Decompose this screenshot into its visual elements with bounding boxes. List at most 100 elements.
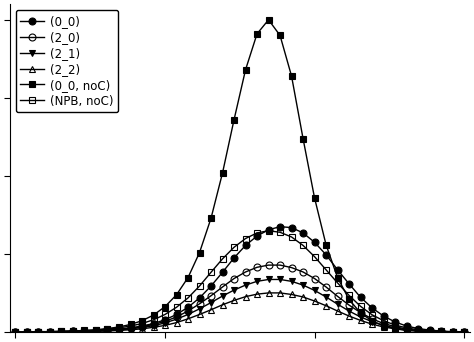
(NPB, noC): [70, 329, 76, 333]
(2_2): [197, 312, 202, 316]
(NPB, noC): [381, 319, 386, 323]
(2_2): [254, 292, 260, 296]
(2_0): [70, 329, 76, 333]
(0_0): [243, 244, 248, 248]
Line: (2_2): (2_2): [12, 289, 467, 336]
(2_0): [266, 263, 272, 267]
(0_0): [116, 327, 122, 331]
(2_0): [82, 329, 87, 333]
(NPB, noC): [358, 304, 364, 308]
(0_0): [346, 282, 352, 286]
(2_0): [358, 311, 364, 315]
(0_0, noC): [323, 243, 329, 247]
(2_2): [139, 327, 145, 331]
(2_1): [254, 279, 260, 284]
(2_1): [461, 330, 467, 334]
(NPB, noC): [93, 328, 99, 332]
(0_0): [139, 324, 145, 328]
(NPB, noC): [139, 321, 145, 326]
(0_0, noC): [116, 325, 122, 329]
(2_2): [358, 318, 364, 323]
(0_0, noC): [24, 330, 30, 334]
(0_0): [219, 270, 225, 274]
(2_1): [139, 326, 145, 330]
(0_0, noC): [151, 313, 156, 317]
(2_2): [346, 314, 352, 318]
(0_0, noC): [450, 330, 456, 334]
(2_1): [24, 330, 30, 334]
(0_0): [461, 330, 467, 334]
(2_1): [151, 324, 156, 328]
(2_0): [300, 270, 306, 274]
(0_0): [300, 231, 306, 235]
(NPB, noC): [24, 330, 30, 334]
(0_0, noC): [13, 330, 18, 334]
(0_0, noC): [438, 330, 444, 334]
(2_1): [243, 283, 248, 287]
(NPB, noC): [369, 313, 375, 317]
(2_1): [185, 312, 191, 316]
(2_1): [404, 328, 410, 332]
(2_2): [427, 330, 432, 334]
(NPB, noC): [128, 324, 133, 328]
(2_1): [70, 330, 76, 334]
(2_1): [369, 320, 375, 324]
(0_0): [335, 268, 340, 272]
(NPB, noC): [208, 270, 214, 274]
(2_1): [323, 295, 329, 299]
(2_2): [312, 299, 318, 303]
(2_1): [13, 330, 18, 334]
(NPB, noC): [13, 330, 18, 334]
(2_2): [381, 325, 386, 329]
(0_0, noC): [335, 276, 340, 280]
(NPB, noC): [231, 245, 237, 249]
(2_0): [128, 326, 133, 330]
(2_2): [289, 292, 294, 297]
(0_0): [277, 225, 283, 229]
(NPB, noC): [461, 330, 467, 334]
(0_0): [266, 228, 272, 232]
(0_0, noC): [208, 216, 214, 220]
(NPB, noC): [173, 305, 179, 309]
(2_0): [312, 276, 318, 280]
(NPB, noC): [105, 327, 110, 331]
(2_0): [277, 263, 283, 267]
Line: (2_0): (2_0): [12, 262, 467, 336]
(0_0): [231, 256, 237, 260]
(2_2): [231, 298, 237, 302]
(0_0): [24, 330, 30, 334]
(2_2): [438, 330, 444, 334]
(0_0, noC): [243, 68, 248, 72]
(2_0): [208, 294, 214, 298]
(0_0): [392, 320, 398, 324]
(NPB, noC): [47, 330, 53, 334]
(2_1): [450, 330, 456, 334]
(0_0, noC): [197, 251, 202, 255]
(NPB, noC): [243, 236, 248, 240]
(2_0): [231, 276, 237, 280]
(0_0, noC): [277, 34, 283, 38]
(0_0, noC): [392, 327, 398, 331]
(2_0): [254, 265, 260, 269]
(2_2): [47, 330, 53, 334]
(NPB, noC): [415, 328, 421, 332]
(2_1): [415, 329, 421, 333]
(0_0): [47, 330, 53, 334]
(0_0, noC): [358, 311, 364, 315]
(2_2): [151, 325, 156, 329]
(2_2): [13, 330, 18, 334]
(2_2): [277, 291, 283, 295]
(2_1): [36, 330, 41, 334]
(0_0, noC): [427, 330, 432, 334]
(2_0): [346, 303, 352, 307]
(0_0, noC): [219, 171, 225, 175]
(2_2): [128, 328, 133, 332]
(2_1): [335, 302, 340, 306]
(NPB, noC): [277, 230, 283, 234]
(2_2): [415, 329, 421, 333]
(2_0): [93, 329, 99, 333]
(0_0, noC): [369, 319, 375, 323]
(0_0, noC): [381, 324, 386, 328]
(2_2): [323, 304, 329, 308]
(2_0): [438, 330, 444, 334]
